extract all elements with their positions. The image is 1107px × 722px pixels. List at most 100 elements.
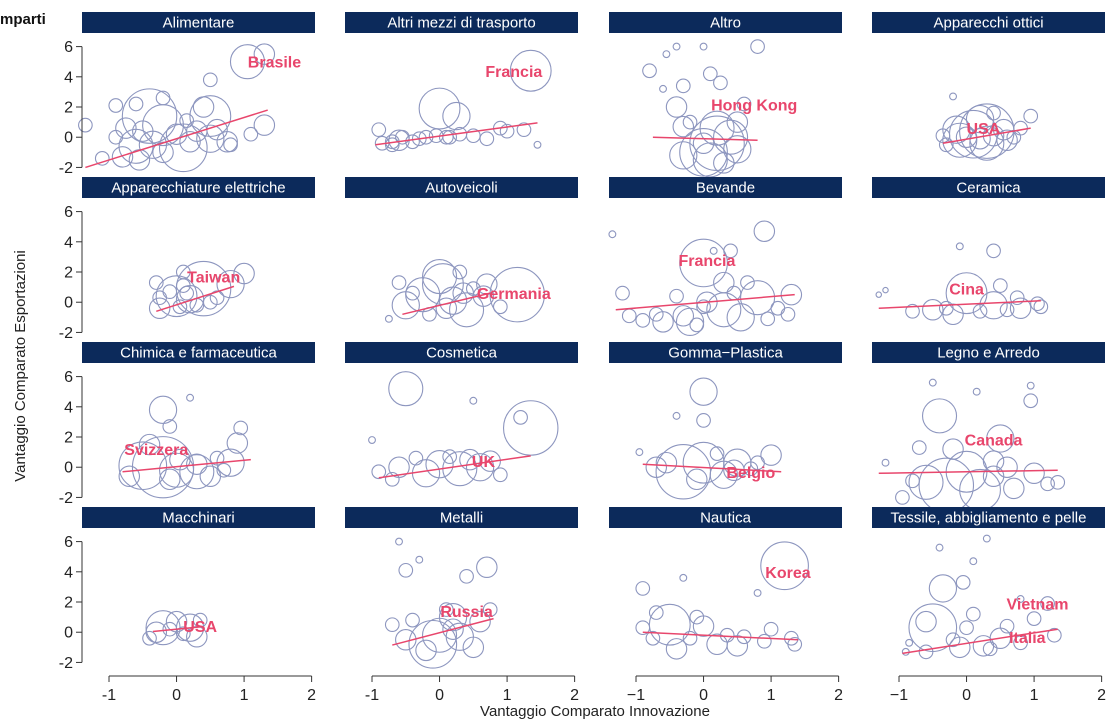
points bbox=[608, 220, 803, 337]
x-tick-label: -1 bbox=[365, 687, 379, 704]
data-point bbox=[513, 410, 528, 425]
data-point bbox=[662, 50, 671, 59]
y-tick-label: 6 bbox=[64, 534, 73, 551]
data-point bbox=[243, 126, 259, 142]
panel-title: Autoveicoli bbox=[425, 180, 498, 197]
data-point bbox=[726, 111, 749, 133]
data-point bbox=[388, 371, 424, 407]
x-tick-label: 2 bbox=[1097, 687, 1106, 704]
data-point bbox=[965, 104, 995, 134]
panel-4: Apparecchiature elettriche Taiwan 6 4 2 0 -2 bbox=[59, 177, 315, 342]
strip-background bbox=[609, 342, 842, 363]
data-point bbox=[189, 95, 232, 138]
data-point bbox=[713, 271, 735, 294]
points bbox=[371, 49, 552, 153]
data-point bbox=[186, 393, 195, 402]
data-point bbox=[489, 266, 545, 323]
points bbox=[875, 242, 1049, 326]
data-point bbox=[482, 602, 498, 617]
data-point bbox=[452, 264, 468, 280]
data-point bbox=[679, 127, 728, 177]
data-point bbox=[1013, 120, 1028, 136]
data-point bbox=[172, 299, 188, 315]
data-point bbox=[78, 117, 93, 133]
data-point bbox=[1013, 635, 1028, 651]
data-point bbox=[959, 468, 1002, 511]
y-tick-label: 6 bbox=[64, 369, 73, 386]
x-tick-label: 0 bbox=[699, 687, 708, 704]
x-tick-label: −1 bbox=[627, 687, 645, 704]
data-point bbox=[689, 609, 705, 625]
y-tick-label: 0 bbox=[64, 295, 73, 312]
data-point bbox=[118, 465, 141, 488]
panel-title: Macchinari bbox=[162, 510, 235, 527]
data-point bbox=[94, 151, 110, 166]
y-tick-label: 4 bbox=[64, 234, 73, 251]
data-point bbox=[996, 129, 1018, 151]
data-point bbox=[465, 453, 495, 482]
trend-line bbox=[402, 292, 491, 316]
data-point bbox=[206, 118, 228, 141]
y-tick-label: 4 bbox=[64, 399, 73, 416]
data-point bbox=[783, 630, 799, 646]
y-tick-label: 4 bbox=[64, 564, 73, 581]
strip-background bbox=[872, 177, 1105, 198]
data-point bbox=[179, 454, 215, 490]
points bbox=[901, 534, 1062, 660]
panel-3: Apparecchi ottici USA bbox=[872, 12, 1105, 161]
data-point bbox=[672, 411, 681, 420]
y-tick-label: 2 bbox=[64, 265, 73, 282]
panel-title: Cosmetica bbox=[426, 345, 498, 362]
data-point bbox=[438, 602, 454, 617]
data-point bbox=[202, 72, 218, 88]
data-point bbox=[709, 446, 725, 461]
data-point bbox=[438, 129, 454, 145]
y-tick-label: 2 bbox=[64, 595, 73, 612]
y-tick-label: -2 bbox=[59, 490, 73, 507]
data-point bbox=[179, 113, 195, 128]
x-tick-label: 0 bbox=[962, 687, 971, 704]
data-point bbox=[942, 438, 964, 460]
data-point bbox=[955, 242, 964, 251]
points bbox=[384, 537, 498, 669]
data-point bbox=[1050, 474, 1066, 490]
trend-line bbox=[615, 293, 795, 311]
y-tick-label: 0 bbox=[64, 625, 73, 642]
data-point bbox=[509, 49, 552, 92]
x-tick-label: -1 bbox=[102, 687, 116, 704]
panels: Alimentare Brasile 6 4 2 0 -2 Altri mezzi di tr… bbox=[59, 12, 1106, 704]
data-point bbox=[982, 641, 998, 657]
trend-line bbox=[156, 285, 235, 312]
data-point bbox=[645, 456, 668, 478]
strip-background bbox=[609, 177, 842, 198]
trend-line bbox=[122, 458, 251, 473]
data-point bbox=[740, 275, 755, 290]
data-point bbox=[965, 606, 981, 622]
data-point bbox=[384, 471, 400, 487]
data-point bbox=[713, 119, 749, 155]
data-point bbox=[384, 314, 393, 323]
data-point bbox=[672, 42, 681, 51]
data-point bbox=[682, 630, 698, 646]
data-point bbox=[982, 465, 1005, 488]
data-point bbox=[760, 541, 809, 591]
data-point bbox=[972, 387, 981, 396]
data-point bbox=[945, 632, 961, 648]
data-point bbox=[459, 568, 474, 584]
trend-line bbox=[642, 463, 782, 473]
data-point bbox=[905, 638, 914, 647]
data-point bbox=[229, 44, 266, 80]
country-label: Italia bbox=[1009, 630, 1046, 647]
data-point bbox=[719, 627, 735, 643]
x-tick-label: 2 bbox=[834, 687, 843, 704]
data-point bbox=[608, 230, 617, 239]
data-point bbox=[692, 142, 728, 178]
data-point bbox=[740, 280, 776, 316]
country-label: Korea bbox=[765, 565, 810, 582]
data-point bbox=[162, 284, 178, 299]
data-point bbox=[770, 300, 786, 316]
legend-title: mparti bbox=[0, 11, 46, 28]
trend-line bbox=[652, 136, 758, 141]
data-point bbox=[405, 612, 420, 628]
